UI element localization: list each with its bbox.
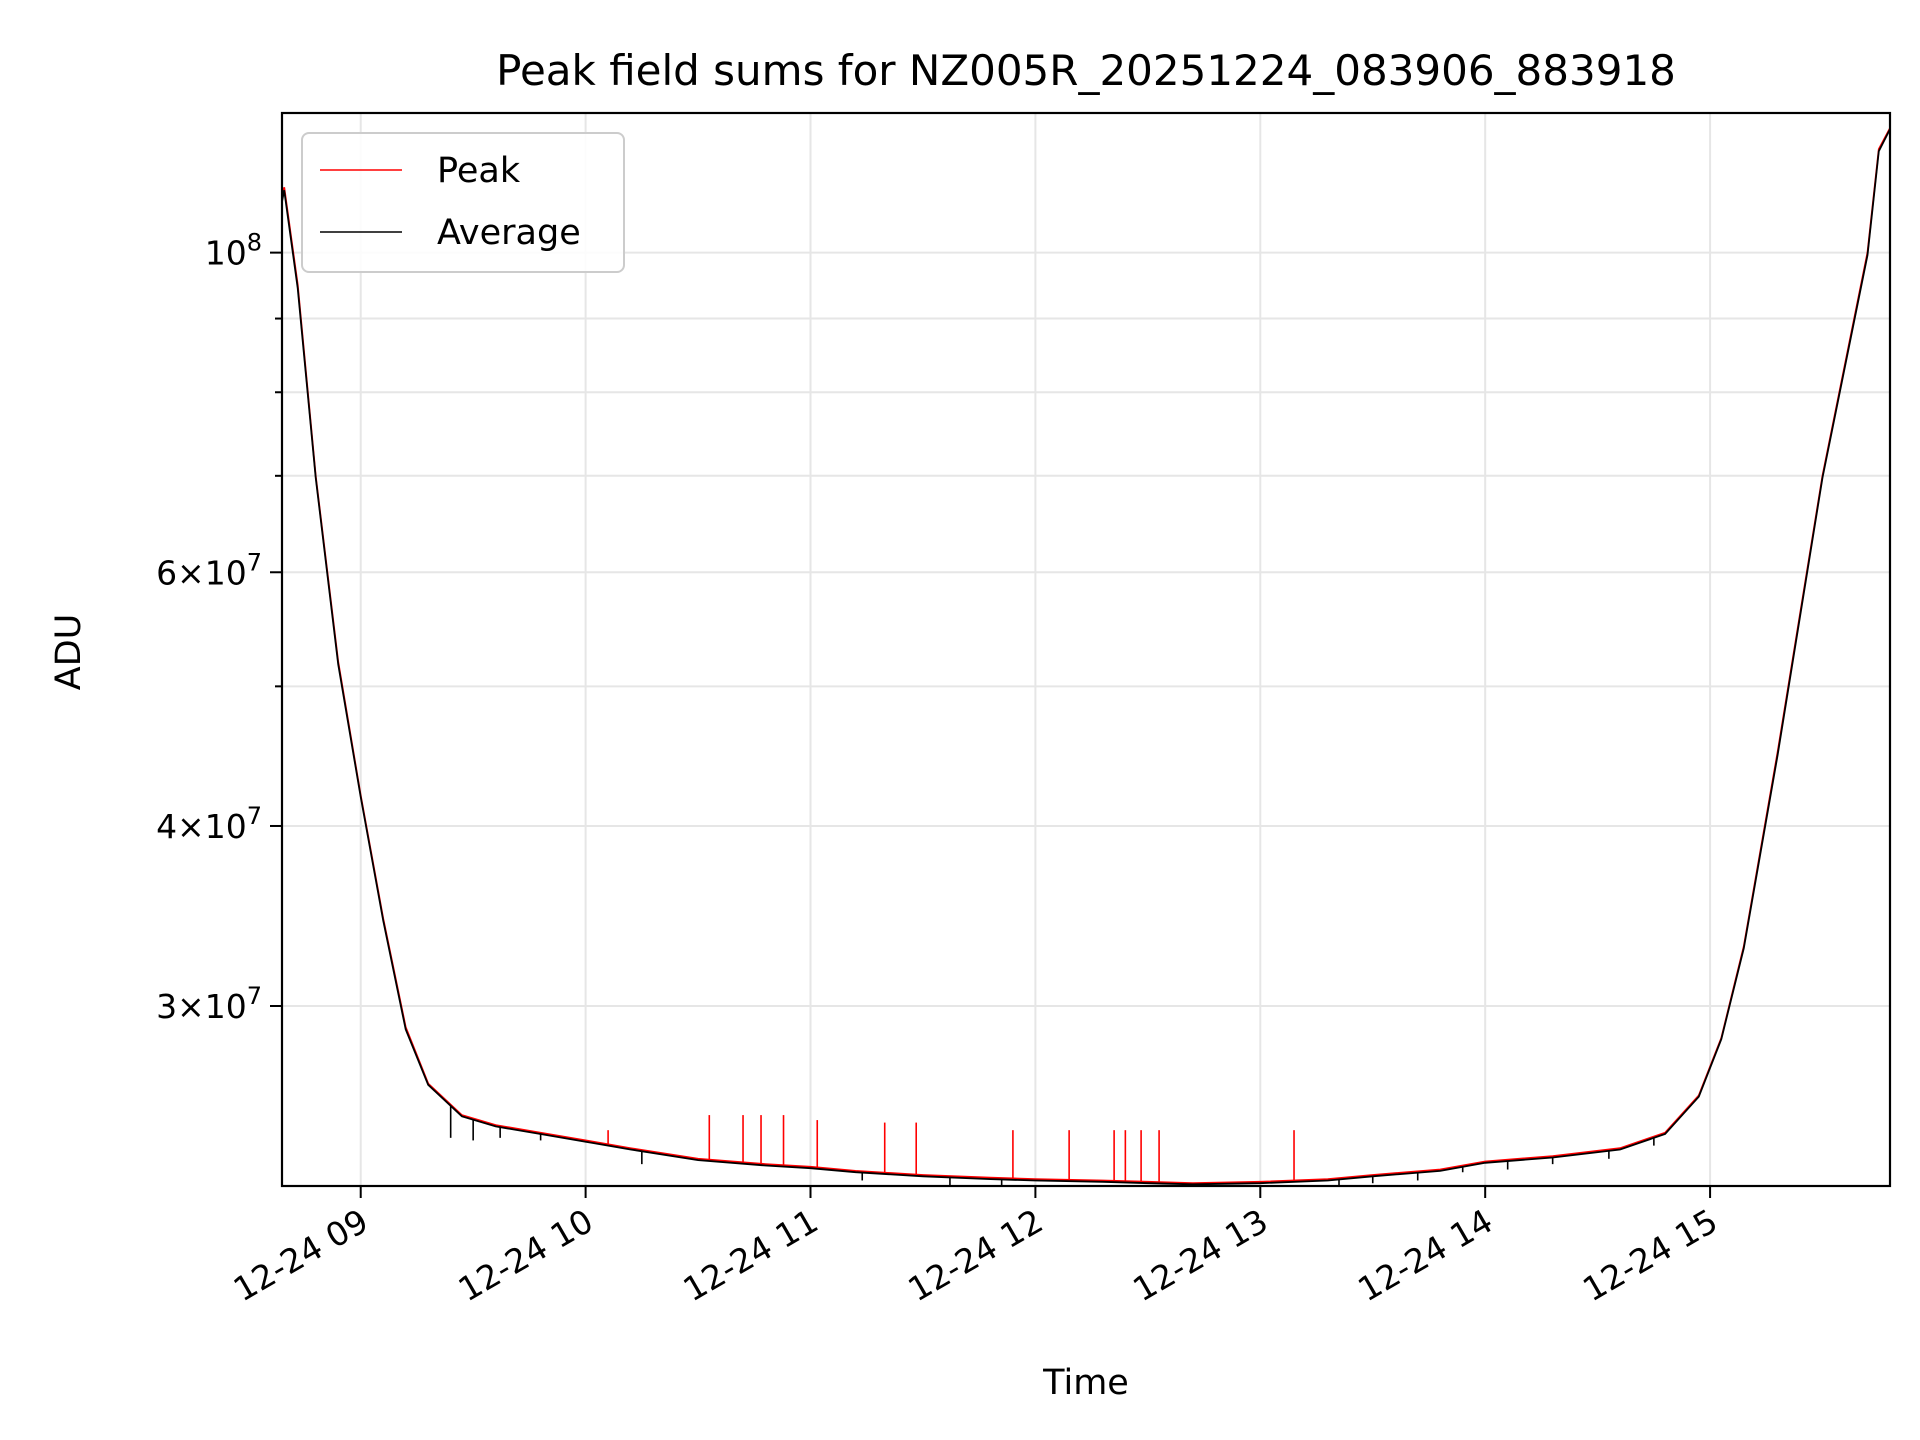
grid-lines	[282, 113, 1890, 1186]
y-tick-label: 3×107	[156, 982, 262, 1026]
legend-average-label: Average	[437, 213, 581, 253]
x-axis-label: Time	[1042, 1363, 1129, 1403]
chart-title: Peak field sums for NZ005R_20251224_0839…	[496, 46, 1676, 95]
series-lines	[282, 127, 1890, 1186]
legend: Peak Average	[301, 132, 625, 273]
y-tick-label: 108	[205, 229, 262, 273]
series-average	[282, 128, 1890, 1186]
y-tick-label: 4×107	[156, 802, 262, 846]
axes-frame	[280, 111, 1892, 1188]
y-axis-label: ADU	[49, 614, 89, 691]
legend-peak-label: Peak	[437, 151, 521, 191]
y-tick-label: 6×107	[156, 548, 262, 592]
legend-frame	[301, 132, 625, 273]
series-average-line	[282, 128, 1890, 1186]
